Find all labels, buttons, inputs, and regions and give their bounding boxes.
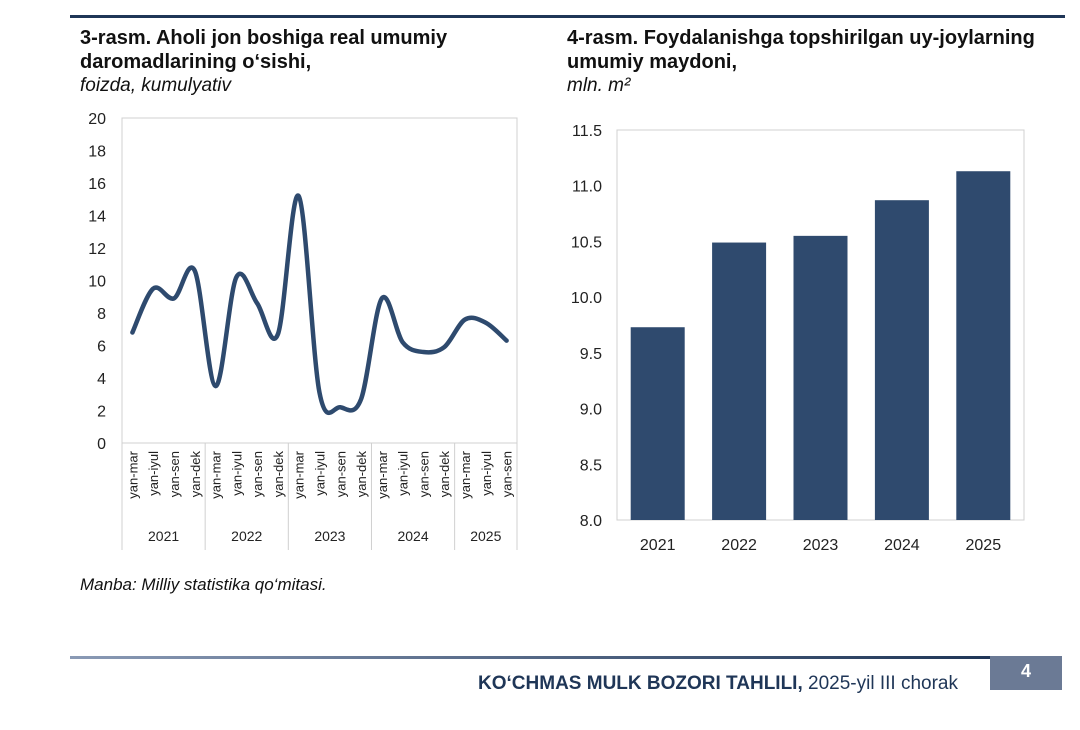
- x-tick-label: yan-iyul: [229, 451, 244, 496]
- x-tick-label: yan-sen: [167, 451, 182, 497]
- top-rule: [70, 15, 1065, 18]
- x-tick-label: 2024: [884, 537, 920, 554]
- line-plot-area: [121, 117, 518, 444]
- chart1-title: 3-rasm. Aholi jon boshiga real umumiy da…: [80, 26, 520, 98]
- y-tick-label: 9.5: [580, 346, 602, 363]
- y-tick-label: 8.0: [580, 513, 602, 530]
- x-tick-label: yan-dek: [271, 451, 286, 498]
- x-tick-label: yan-iyul: [396, 451, 411, 496]
- income-growth-line: [130, 193, 509, 416]
- y-tick-label: 10.5: [571, 234, 602, 251]
- y-tick-label: 9.0: [580, 402, 602, 419]
- y-tick-label: 10: [88, 274, 106, 291]
- y-tick-label: 11.0: [572, 179, 602, 196]
- y-tick-label: 8.5: [580, 457, 602, 474]
- y-tick-label: 0: [97, 436, 106, 453]
- bar: [874, 200, 929, 520]
- group-label: 2021: [148, 528, 179, 544]
- bar: [712, 242, 767, 521]
- y-tick-label: 10.0: [571, 290, 602, 307]
- y-tick-label: 12: [88, 241, 106, 258]
- x-tick-label: yan-mar: [375, 450, 390, 498]
- x-tick-label: 2021: [640, 537, 676, 554]
- x-tick-label: yan-dek: [188, 451, 203, 498]
- x-tick-label: 2023: [803, 537, 839, 554]
- footer-report-name: KO‘CHMAS MULK BOZORI TAHLILI,: [478, 673, 803, 694]
- bar: [956, 171, 1011, 520]
- group-label: 2024: [397, 528, 428, 544]
- x-tick-label: yan-sen: [500, 451, 515, 497]
- y-tick-label: 16: [88, 176, 106, 193]
- x-tick-label: yan-mar: [292, 450, 307, 498]
- footer-title: KO‘CHMAS MULK BOZORI TAHLILI, 2025-yil I…: [478, 673, 958, 695]
- x-tick-label: yan-mar: [209, 450, 224, 498]
- group-label: 2022: [231, 528, 262, 544]
- x-tick-label: yan-iyul: [313, 451, 328, 496]
- chart1-title-text: 3-rasm. Aholi jon boshiga real umumiy da…: [80, 27, 448, 73]
- page-number: 4: [990, 656, 1062, 690]
- y-tick-label: 4: [97, 371, 106, 388]
- footer-period: 2025-yil III chorak: [802, 673, 958, 694]
- x-tick-label: yan-iyul: [146, 451, 161, 496]
- x-tick-label: 2025: [966, 537, 1002, 554]
- bar: [630, 327, 685, 520]
- x-tick-label: yan-mar: [458, 450, 473, 498]
- source-note: Manba: Milliy statistika qo‘mitasi.: [80, 575, 327, 594]
- chart2-title: 4-rasm. Foydalanishga topshirilgan uy-jo…: [567, 26, 1037, 98]
- x-tick-label: yan-sen: [250, 451, 265, 497]
- footer-rule: [70, 656, 990, 659]
- x-tick-label: yan-dek: [437, 451, 452, 498]
- x-tick-label: yan-sen: [333, 451, 348, 497]
- y-tick-label: 2: [97, 404, 106, 421]
- chart1-subtitle: foizda, kumulyativ: [80, 75, 232, 96]
- y-tick-label: 14: [88, 209, 106, 226]
- group-label: 2023: [314, 528, 345, 544]
- y-tick-label: 11.5: [572, 123, 602, 140]
- y-tick-label: 8: [97, 306, 106, 323]
- x-tick-label: yan-sen: [416, 451, 431, 497]
- y-tick-label: 6: [97, 339, 106, 356]
- chart2-subtitle: mln. m²: [567, 75, 631, 96]
- chart2-title-text: 4-rasm. Foydalanishga topshirilgan uy-jo…: [567, 27, 1035, 73]
- y-tick-label: 20: [88, 111, 106, 128]
- group-label: 2025: [470, 528, 501, 544]
- x-tick-label: yan-iyul: [479, 451, 494, 496]
- x-tick-label: yan-dek: [354, 451, 369, 498]
- x-tick-label: yan-mar: [125, 450, 140, 498]
- x-tick-label: 2022: [721, 537, 757, 554]
- y-tick-label: 18: [88, 144, 106, 161]
- bar: [793, 235, 848, 520]
